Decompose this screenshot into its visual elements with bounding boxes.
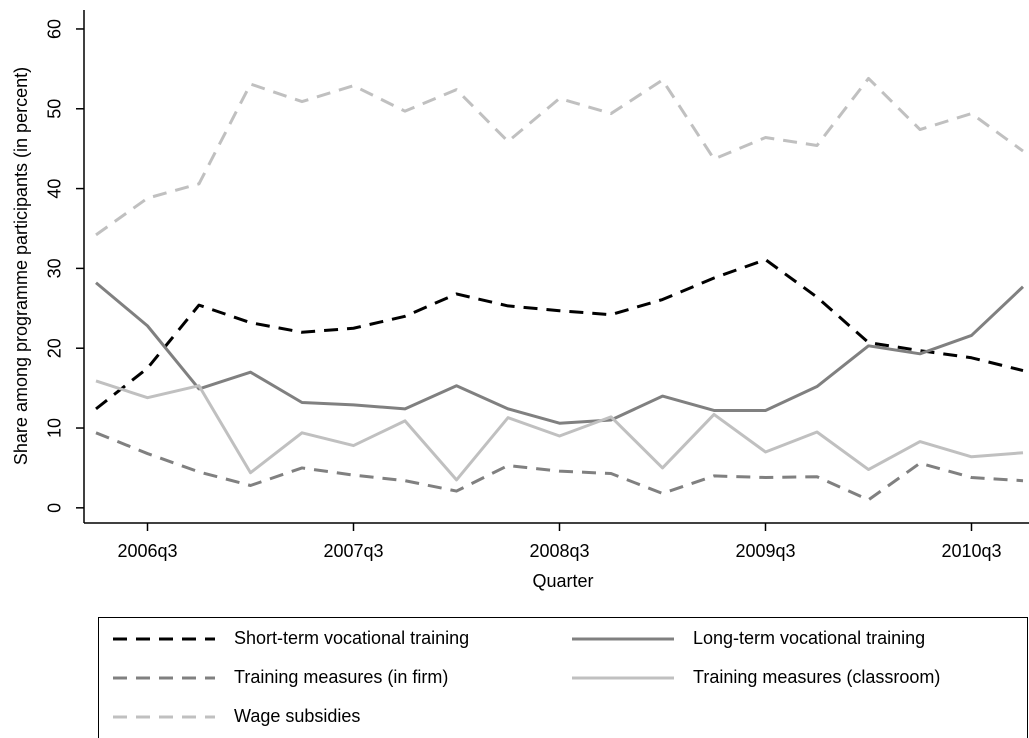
legend-label: Training measures (in firm) xyxy=(234,667,448,687)
legend-box xyxy=(98,617,1028,738)
y-tick-label: 20 xyxy=(45,338,65,358)
series-line xyxy=(95,431,1024,502)
legend-label: Long-term vocational training xyxy=(693,628,925,648)
y-tick-label: 30 xyxy=(45,258,65,278)
x-tick-label: 2008q3 xyxy=(529,541,589,561)
legend-label: Short-term vocational training xyxy=(234,628,469,648)
series-line xyxy=(95,281,1025,425)
series-line xyxy=(95,379,1024,482)
series-line xyxy=(95,258,1024,411)
y-tick-label: 10 xyxy=(45,418,65,438)
y-tick-label: 0 xyxy=(45,503,65,513)
series-line xyxy=(95,76,1024,237)
x-axis-title: Quarter xyxy=(532,571,593,591)
y-tick-label: 40 xyxy=(45,179,65,199)
x-tick-label: 2006q3 xyxy=(117,541,177,561)
y-tick-label: 50 xyxy=(45,99,65,119)
legend-label: Wage subsidies xyxy=(234,706,360,726)
legend-label: Training measures (classroom) xyxy=(693,667,940,687)
x-tick-label: 2009q3 xyxy=(735,541,795,561)
y-tick-label: 60 xyxy=(45,19,65,39)
y-axis-title: Share among programme participants (in p… xyxy=(11,67,31,465)
x-tick-label: 2010q3 xyxy=(941,541,1001,561)
x-tick-label: 2007q3 xyxy=(323,541,383,561)
